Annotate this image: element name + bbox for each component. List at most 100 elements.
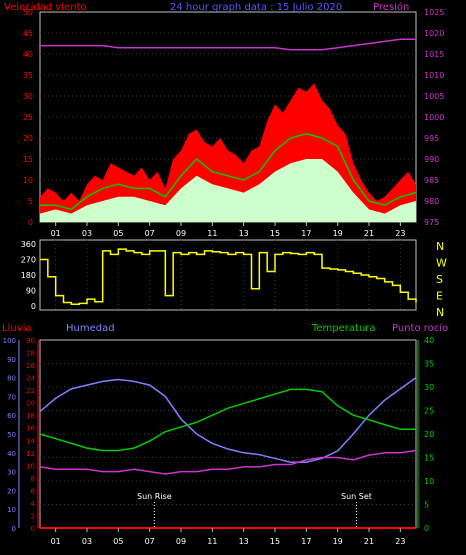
- pressure-tick-label: 990: [424, 155, 439, 164]
- rain-axis-title: Lluvia: [2, 323, 32, 334]
- temperature-tick-label: 15: [424, 454, 434, 463]
- rain-tick-label: 30: [26, 337, 35, 345]
- wind-speed-tick-label: 25: [23, 113, 33, 122]
- compass-label: S: [436, 273, 443, 286]
- temperature-tick-label: 35: [424, 360, 434, 369]
- panel3-axis-ticks: 0246810121416182022242628300102030405060…: [3, 336, 435, 533]
- temp-humidity-panel: Lluvia Humedad Temperatura Punto rocío 0…: [2, 322, 448, 546]
- panel3-hour-tick-label: 19: [333, 537, 343, 546]
- panel3-hour-tick-label: 03: [82, 537, 92, 546]
- panel3-hour-tick-label: 11: [207, 537, 217, 546]
- humidity-tick-label: 30: [7, 469, 16, 477]
- panel1-hour-tick-label: 03: [82, 229, 92, 238]
- pressure-tick-label: 1015: [424, 50, 444, 59]
- panel3-hour-tick-label: 17: [301, 537, 311, 546]
- direction-degree-ticks: 360 270 180 90 0: [21, 240, 36, 311]
- humidity-tick-label: 80: [7, 375, 16, 383]
- rain-tick-label: 10: [26, 462, 35, 470]
- pressure-tick-label: 1005: [424, 92, 444, 101]
- pressure-tick-label: 1020: [424, 29, 444, 38]
- direction-tick-label: 360: [21, 240, 36, 249]
- panel3-grid: [40, 363, 416, 505]
- direction-tick-label: 270: [21, 256, 36, 265]
- humidity-tick-label: 40: [7, 450, 16, 458]
- rain-tick-label: 24: [26, 375, 35, 383]
- wind-speed-tick-label: 15: [23, 155, 33, 164]
- panel1-hour-tick-label: 13: [239, 229, 249, 238]
- panel2-series: [40, 248, 417, 306]
- panel1-hour-tick-label: 23: [395, 229, 405, 238]
- panel1-hour-tick-label: 11: [207, 229, 217, 238]
- wind-speed-tick-label: 40: [23, 50, 33, 59]
- panel3-series: [39, 376, 417, 529]
- temperature-tick-label: 10: [424, 477, 434, 486]
- panel1-hour-ticks: 01 03 05 07 09 11 13 15 17 19 21 23: [51, 222, 405, 238]
- rain-tick-label: 28: [26, 350, 35, 358]
- pressure-tick-label: 985: [424, 176, 439, 185]
- wind-speed-tick-label: 30: [23, 92, 33, 101]
- chart-title: 24 hour graph data : 15 Julio 2020: [170, 2, 342, 13]
- temperature-tick-label: 20: [424, 430, 434, 439]
- rain-tick-label: 14: [26, 437, 35, 445]
- rain-tick-label: 22: [26, 387, 35, 395]
- pressure-ticks: 975 980 985 990 995 1000 1005 1010 1015 1020 1025: [424, 8, 444, 227]
- rain-tick-label: 16: [26, 425, 35, 433]
- dew-point-axis-title: Punto rocío: [392, 322, 448, 334]
- panel1-hour-tick-label: 01: [51, 229, 61, 238]
- humidity-tick-label: 50: [7, 431, 16, 439]
- pressure-tick-label: 980: [424, 197, 439, 206]
- temperature-tick-label: 40: [424, 336, 434, 345]
- wind-speed-tick-label: 50: [23, 8, 33, 17]
- temperature-tick-label: 30: [424, 383, 434, 392]
- rain-tick-label: 4: [31, 500, 36, 508]
- dew-point-line: [39, 449, 417, 475]
- pressure-tick-label: 995: [424, 134, 439, 143]
- wind-direction-line: [40, 248, 417, 306]
- panel3-hour-tick-label: 07: [145, 537, 155, 546]
- rain-tick-label: 2: [31, 512, 35, 520]
- panel1-hour-tick-label: 19: [333, 229, 343, 238]
- compass-label: N: [436, 306, 444, 319]
- humidity-line: [39, 376, 417, 463]
- panel3-hour-tick-label: 09: [176, 537, 186, 546]
- pressure-line: [40, 38, 416, 51]
- direction-tick-label: 180: [21, 271, 36, 280]
- panel3-hour-tick-label: 23: [395, 537, 405, 546]
- humidity-tick-label: 10: [7, 506, 16, 514]
- panel1-hour-tick-label: 21: [364, 229, 374, 238]
- sun-annotations: Sun Rise Sun Set: [137, 492, 372, 528]
- compass-label: W: [436, 257, 447, 270]
- panel3-hour-tick-label: 21: [364, 537, 374, 546]
- panel2-frame: [39, 239, 417, 311]
- wind-low-area: [40, 159, 416, 222]
- wind-speed-tick-label: 10: [23, 176, 33, 185]
- rain-tick-label: 20: [26, 400, 35, 408]
- temperature-tick-label: 0: [424, 524, 429, 533]
- rain-tick-label: 12: [26, 450, 35, 458]
- rain-tick-label: 0: [31, 525, 35, 533]
- humidity-tick-label: 100: [3, 337, 16, 345]
- panel3-hour-tick-label: 01: [51, 537, 61, 546]
- direction-tick-label: 0: [31, 302, 36, 311]
- rain-tick-label: 6: [31, 487, 36, 495]
- wind-speed-ticks: 0 5 10 15 20 25 30 35 40 45 50: [23, 8, 33, 227]
- panel3-hour-tick-label: 15: [270, 537, 280, 546]
- humidity-axis-title: Humedad: [66, 323, 115, 334]
- panel3-hour-ticks: 01 03 05 07 09 11 13 15 17 19 21 23: [51, 528, 405, 546]
- compass-label: E: [436, 290, 443, 303]
- wind-speed-tick-label: 0: [28, 218, 33, 227]
- pressure-axis-title: Presión: [373, 1, 409, 13]
- humidity-tick-label: 0: [12, 525, 16, 533]
- temperature-axis-title: Temperatura: [311, 323, 376, 334]
- panel1-series: [40, 38, 417, 223]
- wind-speed-axis-title: Velocidad viento: [4, 2, 87, 13]
- pressure-tick-label: 1025: [424, 8, 444, 17]
- panel1-hour-tick-label: 15: [270, 229, 280, 238]
- direction-tick-label: 90: [26, 287, 36, 296]
- wind-speed-tick-label: 5: [28, 197, 33, 206]
- panel1-hour-tick-label: 17: [301, 229, 311, 238]
